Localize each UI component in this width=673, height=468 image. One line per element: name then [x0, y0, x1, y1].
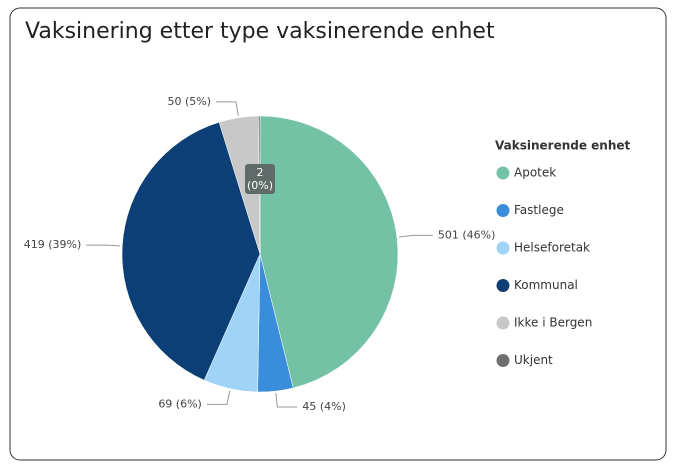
chart-title: Vaksinering etter type vaksinerende enhe…	[25, 19, 495, 44]
legend-label: Ikke i Bergen	[514, 316, 592, 330]
legend-swatch	[496, 354, 510, 367]
value-label: 2 (0%)	[245, 164, 275, 194]
value-label: 501 (46%)	[438, 228, 496, 241]
legend-swatch	[496, 166, 510, 180]
legend-label: Ukjent	[514, 353, 553, 367]
legend-label: Apotek	[514, 166, 556, 180]
legend-title: Vaksinerende enhet	[495, 139, 631, 153]
leader-line	[86, 244, 121, 247]
leader-line	[206, 390, 231, 405]
value-label: 69 (6%)	[158, 397, 202, 410]
value-label-box: 2 (0%)	[245, 164, 275, 194]
legend-swatch	[496, 316, 510, 330]
legend-label: Fastlege	[514, 203, 564, 217]
pie-slice	[259, 115, 399, 389]
leader-line	[275, 393, 298, 408]
value-label: 419 (39%)	[24, 238, 82, 251]
pie-slice	[121, 121, 261, 381]
value-label: 50 (5%)	[168, 95, 212, 108]
leader-line	[216, 101, 239, 116]
legend-swatch	[496, 204, 510, 217]
legend-label: Kommunal	[514, 278, 578, 292]
legend-swatch	[496, 279, 510, 292]
pie-slice	[258, 115, 261, 255]
value-label: 45 (4%)	[302, 400, 346, 413]
leader-line	[398, 234, 433, 238]
legend-swatch	[496, 241, 510, 255]
legend-label: Helseforetak	[514, 241, 590, 255]
